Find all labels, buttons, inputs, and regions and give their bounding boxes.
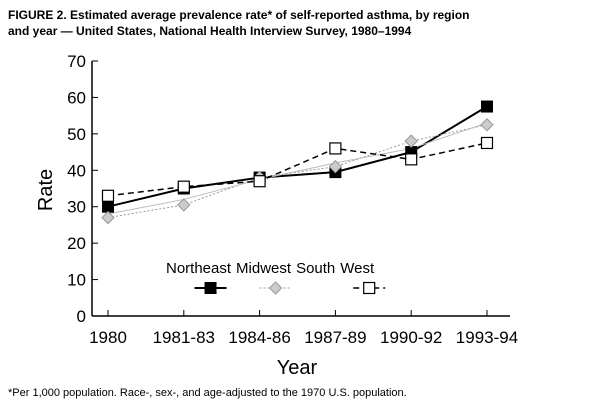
- marker: [253, 175, 266, 188]
- marker: [101, 189, 115, 202]
- series-line: [107, 122, 488, 215]
- y-tick-label: 10: [67, 271, 86, 290]
- series-line: [107, 142, 488, 197]
- x-tick-label: 1987-89: [304, 328, 366, 347]
- y-tick-label: 50: [67, 125, 86, 144]
- marker: [405, 153, 418, 166]
- x-axis-label: Year: [277, 357, 318, 379]
- legend-label: West: [340, 260, 375, 277]
- y-tick-label: 60: [67, 88, 86, 107]
- series-line: [107, 124, 488, 219]
- marker: [480, 136, 494, 150]
- x-tick-label: 1980: [89, 328, 127, 347]
- y-tick-label: 40: [67, 161, 86, 180]
- y-tick-label: 70: [67, 52, 86, 71]
- y-tick-label: 30: [67, 198, 86, 217]
- x-tick-label: 1993-94: [456, 328, 518, 347]
- legend-label: South: [296, 260, 335, 277]
- x-tick-label: 1981-83: [153, 328, 215, 347]
- marker: [328, 159, 343, 174]
- marker: [177, 180, 190, 193]
- x-tick-label: 1984-86: [228, 328, 290, 347]
- marker: [177, 198, 191, 212]
- y-axis-label: Rate: [35, 169, 57, 211]
- x-tick-label: 1990-92: [380, 328, 442, 347]
- marker: [204, 282, 217, 294]
- chart-title: FIGURE 2. Estimated average prevalence r…: [8, 8, 470, 22]
- marker: [363, 281, 376, 295]
- marker: [480, 118, 494, 132]
- y-tick-label: 20: [67, 234, 86, 253]
- marker: [101, 210, 115, 225]
- legend-label: Northeast: [166, 260, 232, 277]
- chart-title: and year — United States, National Healt…: [8, 24, 412, 38]
- y-tick-label: 0: [77, 307, 86, 326]
- series-line: [107, 105, 488, 208]
- footnote: *Per 1,000 population. Race-, sex-, and …: [8, 387, 407, 399]
- legend-label: Midwest: [236, 260, 292, 277]
- marker: [102, 200, 114, 213]
- marker: [404, 134, 418, 148]
- marker: [481, 100, 493, 113]
- marker: [329, 142, 342, 155]
- marker: [268, 281, 283, 295]
